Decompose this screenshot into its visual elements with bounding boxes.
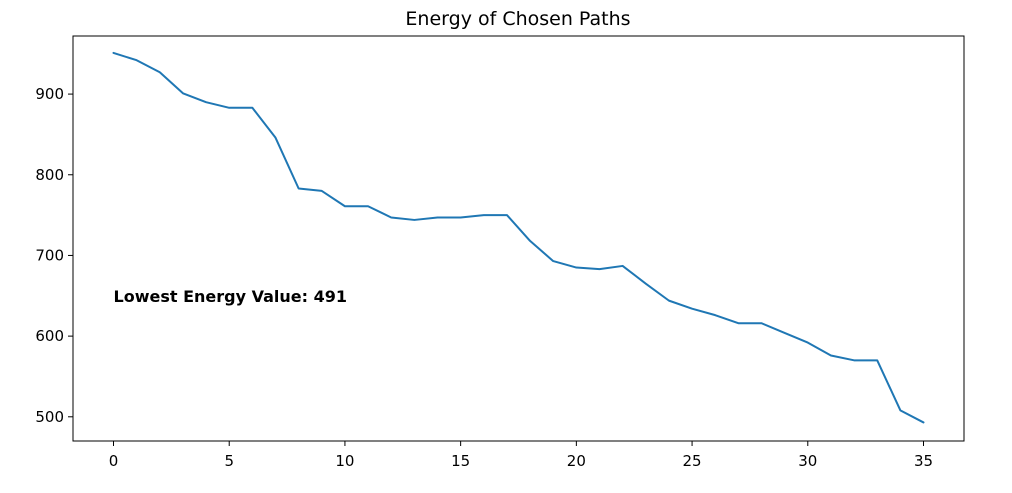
x-tick-label: 20 — [567, 452, 586, 470]
y-tick-label: 800 — [35, 166, 64, 184]
x-tick-label: 10 — [335, 452, 354, 470]
y-tick-label: 500 — [35, 408, 64, 426]
x-tick-label: 0 — [109, 452, 119, 470]
x-tick-label: 5 — [224, 452, 234, 470]
x-tick-label: 30 — [798, 452, 817, 470]
chart-title: Energy of Chosen Paths — [405, 8, 630, 30]
y-tick-label: 900 — [35, 85, 64, 103]
x-tick-label: 35 — [914, 452, 933, 470]
y-axis: 500 600 700 800 900 — [35, 85, 73, 426]
series-line — [112, 51, 925, 424]
y-tick-label: 600 — [35, 327, 64, 345]
x-tick-label: 25 — [683, 452, 702, 470]
plot-frame — [72, 35, 965, 442]
x-tick-label: 15 — [451, 452, 470, 470]
x-axis: 0 5 10 15 20 25 30 35 — [109, 441, 933, 470]
annotation-text: Lowest Energy Value: 491 — [114, 287, 347, 306]
y-tick-label: 700 — [35, 246, 64, 264]
